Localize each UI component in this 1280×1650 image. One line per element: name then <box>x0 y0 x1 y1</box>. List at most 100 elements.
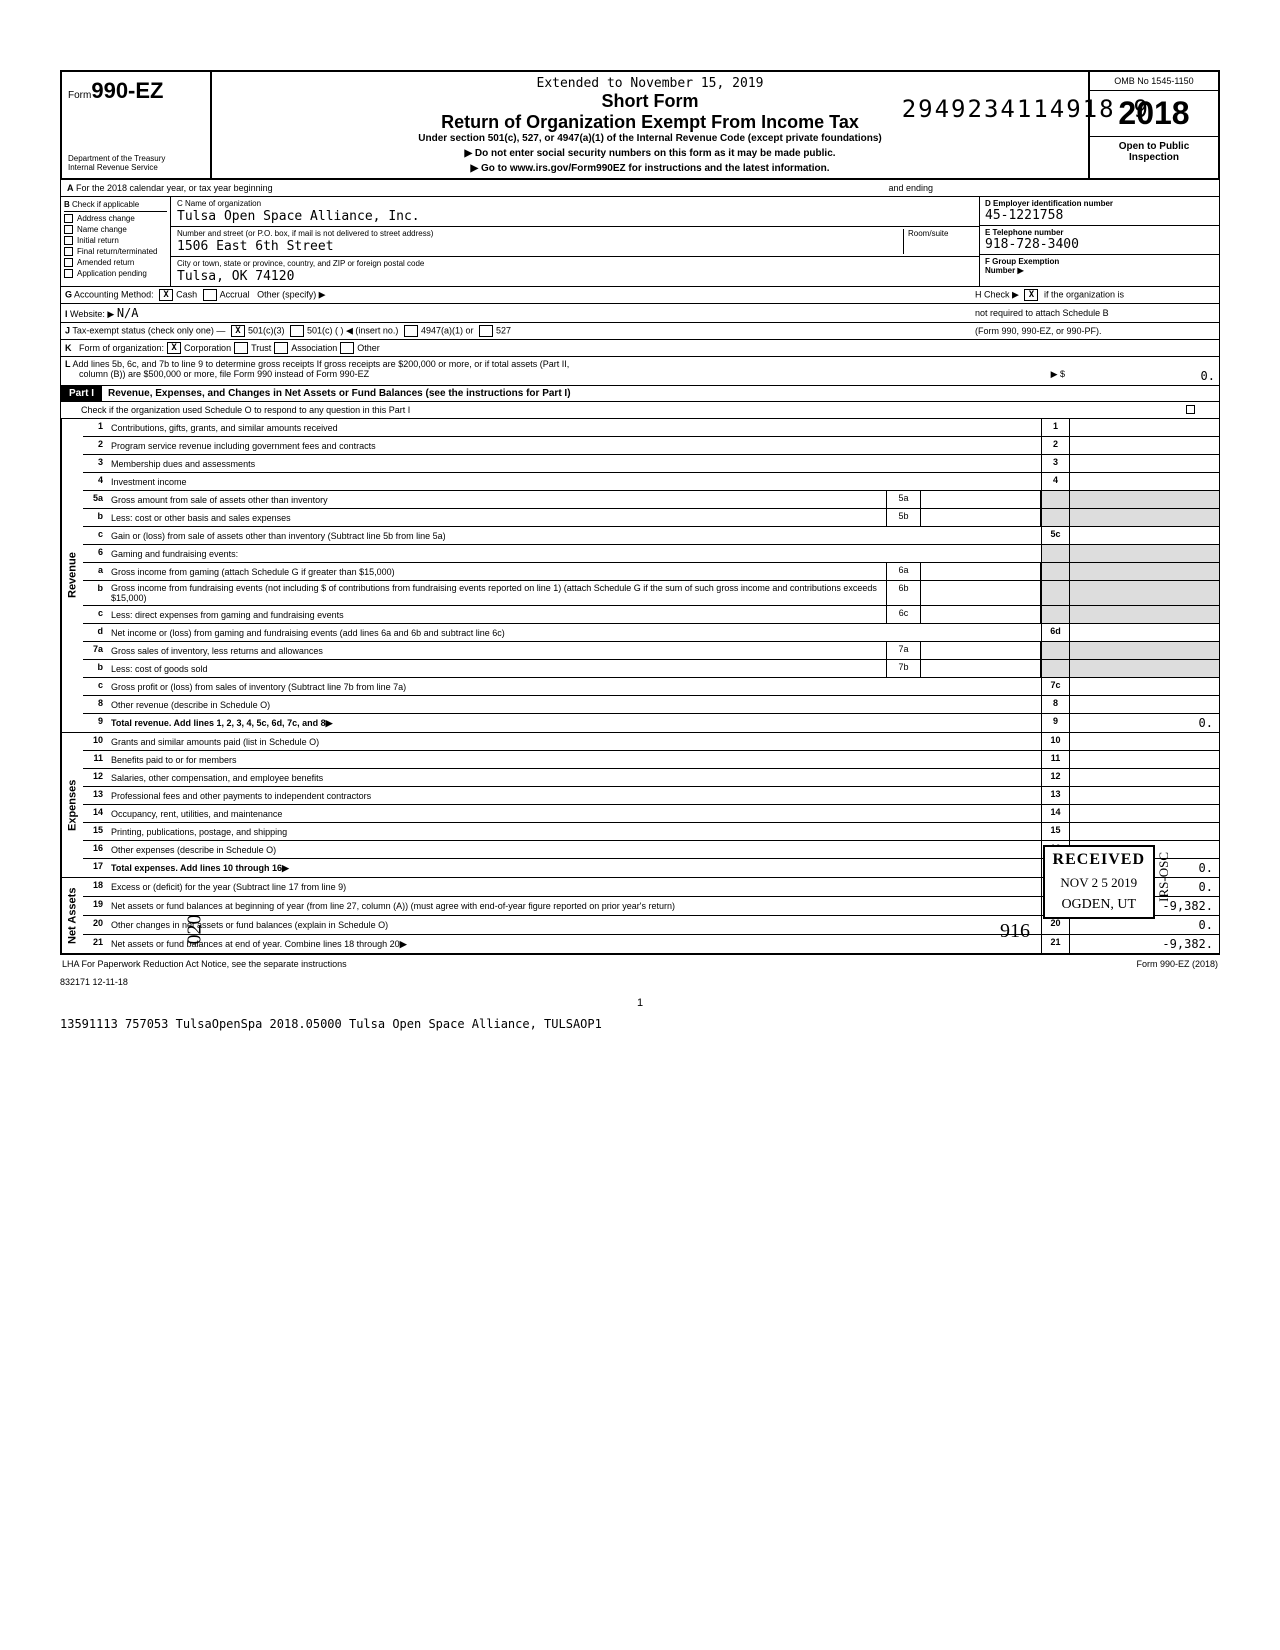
row-description: Excess or (deficit) for the year (Subtra… <box>107 878 1041 896</box>
header-left: Form990-EZ Department of the Treasury In… <box>62 72 212 178</box>
row-number: 19 <box>83 897 107 915</box>
assoc-checkbox[interactable] <box>274 342 288 354</box>
box-number: 5c <box>1041 527 1069 544</box>
4947-checkbox[interactable] <box>404 325 418 337</box>
box-number: 4 <box>1041 473 1069 490</box>
mini-value <box>921 563 1041 580</box>
row-description: Net income or (loss) from gaming and fun… <box>107 624 1041 641</box>
table-row: cLess: direct expenses from gaming and f… <box>83 606 1219 624</box>
other-checkbox[interactable] <box>340 342 354 354</box>
box-shaded <box>1041 660 1069 677</box>
row-number: 2 <box>83 437 107 454</box>
row-value <box>1069 751 1219 768</box>
city-state-zip: Tulsa, OK 74120 <box>177 269 973 284</box>
table-row: 15Printing, publications, postage, and s… <box>83 823 1219 841</box>
row-value <box>1069 696 1219 713</box>
501c3-checkbox[interactable]: X <box>231 325 245 337</box>
row-description: Gross amount from sale of assets other t… <box>107 491 886 508</box>
row-number: 6 <box>83 545 107 562</box>
corp-checkbox[interactable]: X <box>167 342 181 354</box>
dept-irs: Internal Revenue Service <box>68 163 204 172</box>
schedule-b-checkbox[interactable]: X <box>1024 289 1038 301</box>
row-description: Gain or (loss) from sale of assets other… <box>107 527 1041 544</box>
row-number: 20 <box>83 916 107 934</box>
mini-value <box>921 642 1041 659</box>
row-value <box>1069 455 1219 472</box>
row-number: 1 <box>83 419 107 436</box>
box-shaded <box>1041 545 1069 562</box>
box-number: 12 <box>1041 769 1069 786</box>
mini-value <box>921 606 1041 623</box>
box-number: 7c <box>1041 678 1069 695</box>
501c-checkbox[interactable] <box>290 325 304 337</box>
table-row: cGross profit or (loss) from sales of in… <box>83 678 1219 696</box>
row-number: c <box>83 606 107 623</box>
schedule-o-checkbox[interactable] <box>1186 405 1195 414</box>
row-number: 16 <box>83 841 107 858</box>
row-description: Investment income <box>107 473 1041 490</box>
table-row: bLess: cost of goods sold7b <box>83 660 1219 678</box>
mini-label: 6b <box>886 581 921 605</box>
value-shaded <box>1069 545 1219 562</box>
handwritten-020: 020 <box>184 915 207 945</box>
row-number: 5a <box>83 491 107 508</box>
row-number: c <box>83 527 107 544</box>
row-number: 17 <box>83 859 107 877</box>
value-shaded <box>1069 581 1219 605</box>
row-description: Other changes in net assets or fund bala… <box>107 916 1041 934</box>
box-shaded <box>1041 606 1069 623</box>
row-number: 4 <box>83 473 107 490</box>
header-right: OMB No 1545-1150 2018 Open to Public Ins… <box>1088 72 1218 178</box>
line-l: L Add lines 5b, 6c, and 7b to line 9 to … <box>60 357 1220 386</box>
under-section: Under section 501(c), 527, or 4947(a)(1)… <box>222 133 1078 144</box>
mini-value <box>921 491 1041 508</box>
row-description: Net assets or fund balances at beginning… <box>107 897 1041 915</box>
row-value <box>1069 473 1219 490</box>
check-amended-return[interactable]: Amended return <box>64 258 167 267</box>
handwritten-916: 916 <box>1000 920 1030 943</box>
table-row: bGross income from fundraising events (n… <box>83 581 1219 606</box>
cash-checkbox[interactable]: X <box>159 289 173 301</box>
room-label: Room/suite <box>908 229 973 238</box>
row-description: Gross income from fundraising events (no… <box>107 581 886 605</box>
table-row: 3Membership dues and assessments3 <box>83 455 1219 473</box>
check-address-change[interactable]: Address change <box>64 214 167 223</box>
row-a: A For the 2018 calendar year, or tax yea… <box>60 180 1220 197</box>
row-number: 11 <box>83 751 107 768</box>
lha-notice: LHA For Paperwork Reduction Act Notice, … <box>62 959 347 969</box>
row-number: 9 <box>83 714 107 732</box>
row-description: Total expenses. Add lines 10 through 16 <box>107 859 1041 877</box>
value-shaded <box>1069 606 1219 623</box>
box-number: 13 <box>1041 787 1069 804</box>
part-1-check-line: Check if the organization used Schedule … <box>60 402 1220 419</box>
expenses-side-label: Expenses <box>61 733 83 877</box>
trust-checkbox[interactable] <box>234 342 248 354</box>
row-value <box>1069 769 1219 786</box>
check-initial-return[interactable]: Initial return <box>64 236 167 245</box>
row-description: Other revenue (describe in Schedule O) <box>107 696 1041 713</box>
box-number: 9 <box>1041 714 1069 732</box>
check-name-change[interactable]: Name change <box>64 225 167 234</box>
row-description: Other expenses (describe in Schedule O) <box>107 841 1041 858</box>
row-description: Less: cost or other basis and sales expe… <box>107 509 886 526</box>
table-row: 2Program service revenue including gover… <box>83 437 1219 455</box>
row-description: Gross sales of inventory, less returns a… <box>107 642 886 659</box>
footer-row: LHA For Paperwork Reduction Act Notice, … <box>60 954 1220 973</box>
box-number: 3 <box>1041 455 1069 472</box>
accrual-checkbox[interactable] <box>203 289 217 301</box>
table-row: 4Investment income4 <box>83 473 1219 491</box>
check-final-return[interactable]: Final return/terminated <box>64 247 167 256</box>
street-address: 1506 East 6th Street <box>177 239 903 254</box>
phone-value: 918-728-3400 <box>985 237 1214 252</box>
table-row: 21Net assets or fund balances at end of … <box>83 935 1219 953</box>
row-value: -9,382. <box>1069 935 1219 953</box>
row-number: 13 <box>83 787 107 804</box>
527-checkbox[interactable] <box>479 325 493 337</box>
instruction-line-1: Do not enter social security numbers on … <box>222 148 1078 159</box>
row-value <box>1069 437 1219 454</box>
value-shaded <box>1069 509 1219 526</box>
table-row: aGross income from gaming (attach Schedu… <box>83 563 1219 581</box>
row-description: Grants and similar amounts paid (list in… <box>107 733 1041 750</box>
ein-value: 45-1221758 <box>985 208 1214 223</box>
check-application-pending[interactable]: Application pending <box>64 269 167 278</box>
